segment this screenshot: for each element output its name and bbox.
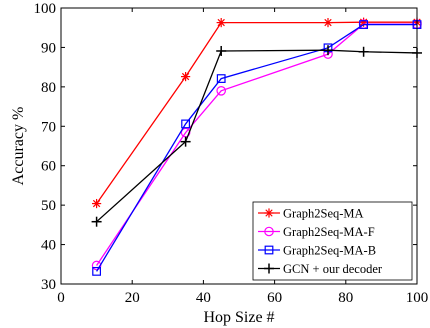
data-point	[216, 17, 226, 28]
data-point	[358, 46, 369, 57]
data-point	[92, 198, 102, 209]
y-tick-label: 90	[41, 40, 56, 56]
y-tick-label: 30	[41, 277, 56, 293]
x-tick-label: 100	[406, 290, 429, 306]
plot-frame	[60, 7, 418, 285]
legend-marker	[264, 226, 274, 237]
data-point	[323, 17, 333, 28]
legend-marker	[264, 208, 274, 218]
series-line	[96, 21, 417, 204]
y-tick-label: 100	[34, 1, 57, 17]
x-axis-label: Hop Size #	[203, 309, 274, 326]
x-tick-label: 0	[57, 290, 65, 306]
legend-item: Graph2Seq-MA	[258, 207, 364, 221]
legend-label: Graph2Seq-MA	[283, 207, 364, 221]
legend-marker	[264, 245, 274, 255]
legend-item: Graph2Seq-MA-F	[258, 225, 375, 239]
y-tick-label: 40	[41, 238, 56, 254]
y-axis-label: Accuracy %	[10, 107, 27, 186]
series-line	[96, 49, 418, 223]
legend-item: Graph2Seq-MA-B	[258, 244, 376, 258]
data-point	[92, 266, 102, 276]
data-point	[181, 119, 191, 129]
legend-marker	[264, 263, 274, 274]
x-tick-label: 60	[267, 290, 282, 306]
axis-ticks: 0 20 40 60 80 100 30 40 50 60 70 80 90 100	[34, 1, 429, 306]
legend: Graph2Seq-MA Graph2Seq-MA-F Graph2Seq-MA-B…	[252, 201, 413, 281]
x-tick-label: 80	[338, 290, 353, 306]
legend-label: Graph2Seq-MA-B	[283, 244, 376, 258]
y-tick-label: 60	[41, 159, 56, 175]
data-point	[216, 45, 227, 56]
data-point	[216, 86, 226, 96]
legend-label: GCN + our decoder	[283, 262, 383, 276]
legend-box	[252, 201, 413, 281]
data-point	[180, 136, 191, 147]
series-line	[96, 23, 417, 272]
data-point	[216, 74, 226, 83]
y-tick-label: 70	[41, 119, 56, 135]
y-tick-label: 80	[41, 80, 56, 96]
legend-item: GCN + our decoder	[258, 262, 383, 276]
y-tick-label: 50	[41, 198, 56, 214]
x-tick-label: 20	[125, 290, 140, 306]
data-point	[181, 72, 191, 82]
data-point	[91, 216, 102, 227]
legend-label: Graph2Seq-MA-F	[283, 225, 375, 239]
x-tick-label: 40	[196, 290, 211, 306]
data-point	[323, 45, 333, 56]
data-point	[359, 20, 368, 29]
